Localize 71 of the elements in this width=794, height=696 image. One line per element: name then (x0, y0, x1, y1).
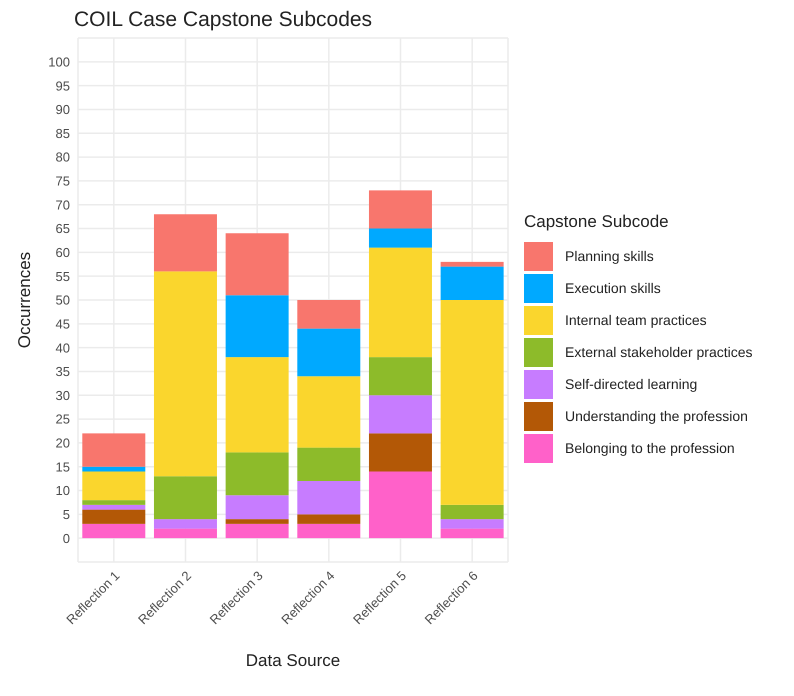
bar (297, 514, 360, 524)
bar (440, 266, 504, 300)
y-tick-label: 50 (56, 292, 70, 308)
y-tick-label: 5 (62, 506, 70, 522)
legend-label: Planning skills (565, 248, 654, 264)
bar (82, 524, 146, 538)
bar (440, 504, 504, 520)
y-tick-label: 90 (56, 102, 70, 118)
bar (82, 500, 146, 505)
y-tick-label: 10 (56, 483, 70, 498)
legend-title: Capstone Subcode (524, 212, 670, 232)
y-tick-label: 95 (56, 78, 70, 94)
bar (297, 448, 360, 482)
y-tick-label: 75 (56, 174, 70, 189)
bar (154, 271, 217, 476)
y-tick-label: 40 (56, 340, 70, 356)
bar (154, 528, 217, 538)
legend-label: External stakeholder practices (565, 344, 753, 360)
y-tick-label: 45 (56, 316, 70, 332)
legend-label: Internal team practices (565, 312, 707, 328)
y-tick-label: 65 (56, 221, 70, 236)
bar (226, 233, 289, 296)
x-axis-title: Data Source (246, 651, 340, 670)
bar (226, 519, 289, 524)
bar (82, 504, 146, 510)
y-axis-title: Occurrences (15, 252, 34, 348)
bar (226, 524, 289, 538)
bar (82, 433, 146, 467)
bar (154, 476, 217, 520)
y-tick-label: 70 (56, 197, 70, 212)
bar (82, 466, 146, 472)
bar (226, 495, 289, 520)
bar (82, 471, 146, 500)
bar (368, 248, 432, 358)
chart-title: COIL Case Capstone Subcodes (74, 8, 374, 32)
bar (226, 357, 289, 452)
bar (154, 214, 217, 272)
y-tick-label: 25 (56, 412, 70, 427)
bar (154, 519, 217, 529)
bar (226, 295, 289, 358)
bar (82, 510, 146, 524)
bar (297, 376, 360, 448)
y-tick-label: 15 (56, 459, 70, 474)
y-tick-label: 35 (56, 364, 70, 380)
bar (368, 357, 432, 396)
bar (368, 471, 432, 538)
y-tick-label: 80 (56, 150, 70, 165)
bar (297, 300, 360, 329)
y-tick-label: 0 (62, 530, 70, 546)
y-tick-label: 20 (56, 436, 70, 451)
bar (368, 190, 432, 229)
y-tick-label: 55 (56, 268, 70, 284)
bar (368, 433, 432, 472)
legend-label: Self-directed learning (565, 376, 698, 392)
bar (440, 300, 504, 505)
bar (297, 524, 360, 538)
bar (440, 519, 504, 529)
legend-label: Belonging to the profession (565, 440, 735, 456)
y-tick-label: 60 (56, 244, 70, 260)
bar (440, 528, 504, 538)
y-tick-label: 30 (56, 388, 70, 403)
y-tick-label: 85 (56, 126, 70, 141)
legend-label: Execution skills (565, 280, 661, 296)
bar (368, 395, 432, 434)
y-tick-label: 100 (48, 54, 70, 70)
bar (226, 452, 289, 496)
bar (297, 481, 360, 514)
legend-label: Understanding the profession (565, 408, 748, 424)
bar (368, 228, 432, 248)
bar (440, 262, 504, 267)
bar (297, 328, 360, 376)
